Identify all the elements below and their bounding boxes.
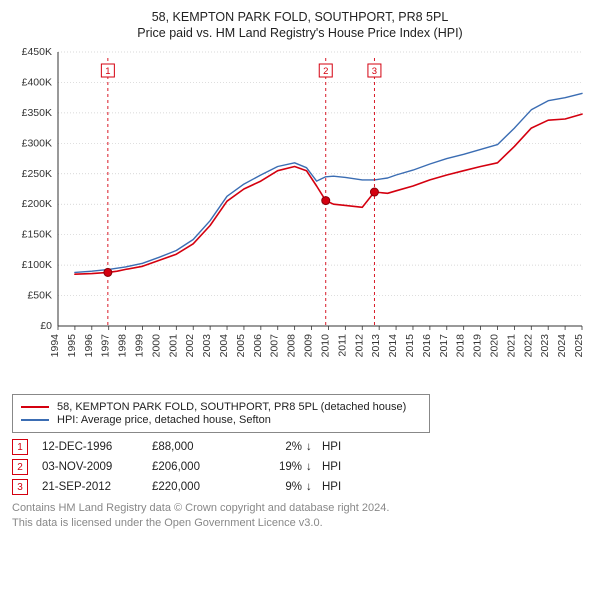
x-tick-label: 2014 — [387, 334, 399, 358]
x-tick-label: 2025 — [573, 334, 585, 358]
tx-point — [104, 268, 112, 276]
x-tick-label: 2021 — [505, 334, 517, 358]
x-tick-label: 2000 — [150, 334, 162, 358]
x-tick-label: 2008 — [286, 334, 298, 358]
x-tick-label: 2024 — [556, 334, 568, 358]
tx-marker-number: 2 — [323, 66, 328, 77]
series-hpi — [75, 93, 582, 272]
x-tick-label: 2011 — [336, 334, 348, 357]
tx-row-vs: HPI — [322, 461, 352, 473]
x-tick-label: 2004 — [218, 334, 230, 358]
tx-row-marker: 3 — [12, 479, 28, 495]
tx-row: 1 12-DEC-1996£88,0002%↓HPI — [12, 439, 588, 455]
tx-row-diff: 19% — [242, 461, 306, 473]
x-tick-label: 2023 — [539, 334, 551, 358]
x-tick-label: 2013 — [370, 334, 382, 358]
tx-row-diff: 2% — [242, 441, 306, 453]
tx-point — [370, 188, 378, 196]
tx-row-arrow-icon: ↓ — [306, 461, 322, 473]
x-tick-label: 2019 — [472, 334, 484, 358]
x-tick-label: 1994 — [49, 334, 61, 358]
tx-row-price: £88,000 — [152, 441, 242, 453]
y-tick-label: £450K — [22, 46, 52, 58]
x-tick-label: 2016 — [421, 334, 433, 358]
legend-label: 58, KEMPTON PARK FOLD, SOUTHPORT, PR8 5P… — [57, 401, 406, 413]
x-tick-label: 2007 — [269, 334, 281, 358]
legend-label: HPI: Average price, detached house, Seft… — [57, 414, 271, 426]
chart-area: £0 £50K £100K £150K £200K £250K £300K £350K £400… — [12, 46, 588, 386]
legend-swatch — [21, 419, 49, 421]
legend-row: 58, KEMPTON PARK FOLD, SOUTHPORT, PR8 5P… — [21, 401, 421, 413]
x-tick-label: 2005 — [235, 334, 247, 358]
tx-point — [322, 197, 330, 205]
tx-row: 3 21-SEP-2012£220,0009%↓HPI — [12, 479, 588, 495]
legend-box: 58, KEMPTON PARK FOLD, SOUTHPORT, PR8 5P… — [12, 394, 430, 433]
attribution-line2: This data is licensed under the Open Gov… — [12, 516, 588, 531]
y-tick-label: £250K — [22, 168, 52, 180]
tx-row-date: 12-DEC-1996 — [42, 441, 152, 453]
tx-marker-number: 3 — [372, 66, 377, 77]
tx-row-date: 21-SEP-2012 — [42, 481, 152, 493]
x-tick-label: 2022 — [522, 334, 534, 358]
y-tick-label: £100K — [22, 259, 52, 271]
x-tick-label: 2017 — [438, 334, 450, 358]
x-tick-label: 2002 — [184, 334, 196, 358]
y-tick-label: £300K — [22, 137, 52, 149]
tx-row-price: £206,000 — [152, 461, 242, 473]
x-tick-label: 1998 — [117, 334, 129, 358]
x-tick-label: 2009 — [303, 334, 315, 358]
x-tick-label: 2010 — [319, 334, 331, 358]
tx-row-diff: 9% — [242, 481, 306, 493]
tx-row-vs: HPI — [322, 441, 352, 453]
tx-row: 2 03-NOV-2009£206,00019%↓HPI — [12, 459, 588, 475]
x-tick-label: 1995 — [66, 334, 78, 358]
tx-row-marker: 2 — [12, 459, 28, 475]
x-tick-label: 2018 — [455, 334, 467, 358]
tx-marker-number: 1 — [105, 66, 110, 77]
legend-row: HPI: Average price, detached house, Seft… — [21, 414, 421, 426]
x-tick-label: 2001 — [167, 334, 179, 358]
legend-swatch — [21, 406, 49, 408]
chart-title-block: 58, KEMPTON PARK FOLD, SOUTHPORT, PR8 5P… — [12, 10, 588, 40]
x-tick-label: 1997 — [100, 334, 112, 358]
tx-row-vs: HPI — [322, 481, 352, 493]
x-tick-label: 2015 — [404, 334, 416, 358]
transaction-table: 112-DEC-1996£88,0002%↓HPI203-NOV-2009£20… — [12, 439, 588, 495]
x-tick-label: 2003 — [201, 334, 213, 358]
series-subject — [75, 114, 582, 274]
y-tick-label: £50K — [27, 290, 52, 302]
chart-title-line1: 58, KEMPTON PARK FOLD, SOUTHPORT, PR8 5P… — [12, 10, 588, 24]
chart-svg: £0 £50K £100K £150K £200K £250K £300K £350K £400… — [12, 46, 588, 386]
tx-row-arrow-icon: ↓ — [306, 441, 322, 453]
tx-row-date: 03-NOV-2009 — [42, 461, 152, 473]
y-tick-label: £400K — [22, 76, 52, 88]
x-tick-label: 2012 — [353, 334, 365, 358]
tx-row-price: £220,000 — [152, 481, 242, 493]
x-tick-label: 2020 — [488, 334, 500, 358]
attribution-line1: Contains HM Land Registry data © Crown c… — [12, 501, 588, 516]
chart-title-line2: Price paid vs. HM Land Registry's House … — [12, 26, 588, 40]
y-tick-label: £350K — [22, 107, 52, 119]
x-tick-label: 1996 — [83, 334, 95, 358]
x-tick-label: 1999 — [134, 334, 146, 358]
x-tick-label: 2006 — [252, 334, 264, 358]
y-tick-label: £200K — [22, 198, 52, 210]
tx-row-arrow-icon: ↓ — [306, 481, 322, 493]
tx-row-marker: 1 — [12, 439, 28, 455]
attribution-block: Contains HM Land Registry data © Crown c… — [12, 501, 588, 531]
y-tick-label: £0 — [40, 320, 52, 332]
y-tick-label: £150K — [22, 229, 52, 241]
